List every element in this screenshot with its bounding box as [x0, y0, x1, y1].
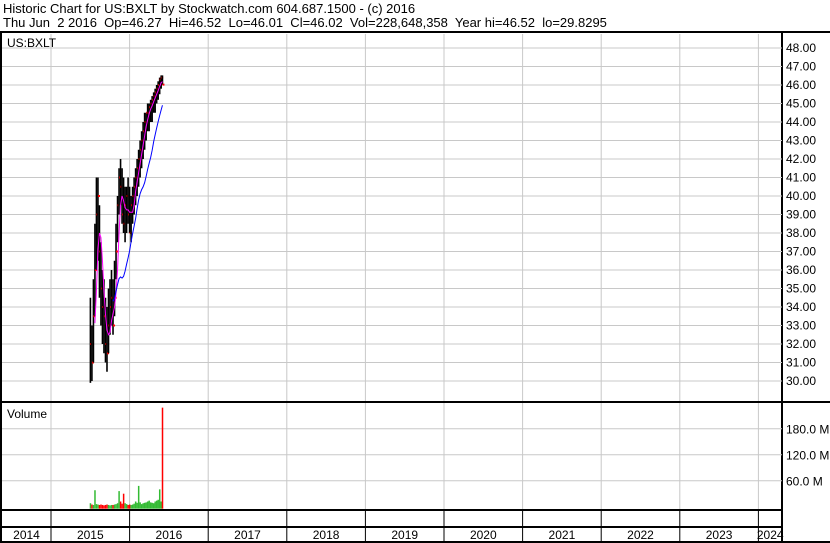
volume-bar	[134, 501, 137, 509]
volume-bar	[95, 504, 98, 509]
year-label: 2016	[156, 528, 183, 542]
price-tick-label: 44.00	[786, 115, 816, 129]
year-label: 2024	[757, 528, 784, 542]
volume-bar	[131, 504, 134, 509]
price-tick-label: 47.00	[786, 60, 816, 74]
volume-bar	[155, 500, 158, 509]
long-moving-average-line	[112, 105, 163, 302]
close-marker	[162, 83, 165, 86]
short-moving-average-line	[94, 81, 163, 336]
volume-bar	[158, 489, 161, 509]
volume-bar	[128, 504, 131, 509]
price-tick-label: 41.00	[786, 171, 816, 185]
year-label: 2023	[706, 528, 733, 542]
year-label: 2022	[627, 528, 654, 542]
price-tick-label: 40.00	[786, 189, 816, 203]
volume-bar	[161, 407, 164, 509]
volume-bar	[140, 504, 143, 509]
volume-bar	[146, 501, 149, 509]
price-tick-label: 37.00	[786, 245, 816, 259]
volume-bar	[133, 503, 135, 509]
price-tick-label: 38.00	[786, 226, 816, 240]
close-marker	[113, 324, 116, 327]
year-label: 2019	[391, 528, 418, 542]
volume-bar	[139, 502, 141, 509]
close-marker	[116, 250, 119, 253]
volume-bar	[122, 493, 125, 509]
price-tick-label: 32.00	[786, 337, 816, 351]
volume-bar	[149, 502, 152, 509]
volume-bar	[152, 503, 155, 509]
volume-bar	[115, 504, 117, 509]
volume-bar	[106, 504, 108, 509]
quote-summary: Thu Jun 2 2016 Op=46.27 Hi=46.52 Lo=46.0…	[3, 15, 607, 30]
volume-bar	[127, 504, 129, 509]
year-label: 2017	[234, 528, 261, 542]
volume-bar	[143, 502, 146, 509]
volume-bar	[103, 505, 105, 509]
year-label: 2014	[13, 528, 40, 542]
volume-bar	[118, 491, 120, 509]
volume-bar	[97, 504, 99, 509]
volume-bar	[142, 503, 144, 509]
price-tick-label: 46.00	[786, 78, 816, 92]
volume-label: Volume	[7, 407, 47, 421]
volume-bar	[100, 504, 102, 509]
price-tick-label: 36.00	[786, 263, 816, 277]
volume-bar	[160, 501, 162, 509]
volume-bar	[157, 499, 159, 509]
price-tick-label: 33.00	[786, 319, 816, 333]
volume-bar	[137, 485, 140, 509]
price-tick-label: 48.00	[786, 41, 816, 55]
volume-bar	[119, 501, 122, 509]
volume-bar	[107, 504, 110, 509]
price-tick-label: 45.00	[786, 97, 816, 111]
symbol-label: US:BXLT	[7, 36, 57, 50]
volume-bar	[148, 500, 150, 509]
volume-tick-label: 180.0 M	[786, 423, 829, 437]
price-tick-label: 35.00	[786, 282, 816, 296]
price-tick-label: 43.00	[786, 134, 816, 148]
volume-bar	[104, 504, 107, 509]
volume-bar	[136, 502, 138, 509]
volume-bar	[154, 501, 156, 509]
volume-bar	[121, 503, 123, 509]
volume-tick-label: 60.0 M	[786, 475, 823, 489]
volume-bar	[94, 490, 96, 509]
volume-bar	[124, 503, 126, 509]
volume-bar	[91, 504, 93, 509]
volume-tick-label: 120.0 M	[786, 449, 829, 463]
year-label: 2018	[313, 528, 340, 542]
volume-bar	[92, 504, 95, 509]
price-tick-label: 34.00	[786, 300, 816, 314]
volume-bar	[112, 504, 114, 509]
volume-bar	[116, 503, 119, 509]
volume-bar	[145, 502, 147, 509]
volume-bar	[89, 503, 92, 509]
price-tick-label: 39.00	[786, 208, 816, 222]
volume-bar	[110, 504, 113, 509]
volume-bar	[113, 504, 116, 509]
price-tick-label: 31.00	[786, 356, 816, 370]
volume-bar	[101, 504, 104, 509]
close-marker	[97, 195, 100, 197]
volume-bar	[130, 504, 132, 509]
price-tick-label: 30.00	[786, 374, 816, 388]
year-label: 2015	[77, 528, 104, 542]
volume-bar	[109, 505, 111, 509]
volume-bar	[98, 504, 101, 509]
chart-title: Historic Chart for US:BXLT by Stockwatch…	[3, 1, 416, 16]
volume-bar	[125, 504, 128, 509]
price-tick-label: 42.00	[786, 152, 816, 166]
year-label: 2020	[470, 528, 497, 542]
volume-bar	[151, 502, 153, 509]
year-label: 2021	[549, 528, 576, 542]
